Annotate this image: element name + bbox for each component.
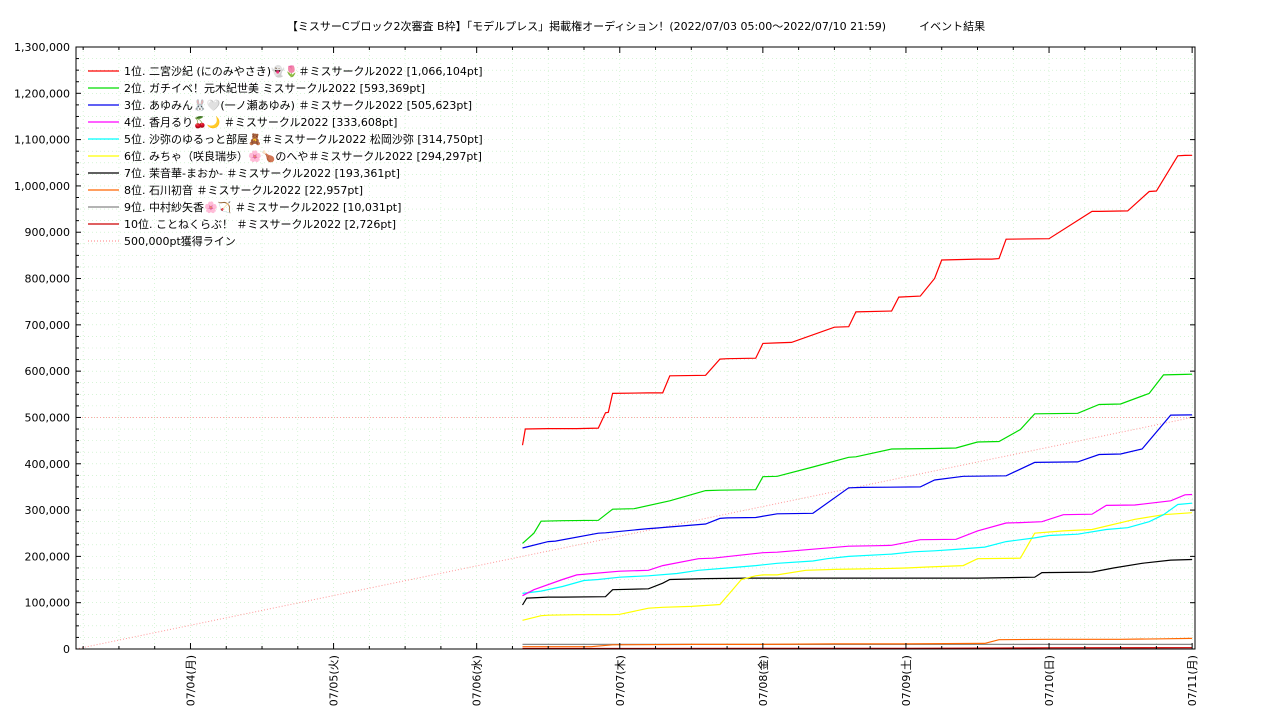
series-line-3	[522, 414, 1193, 549]
y-tick-label: 700,000	[25, 319, 71, 332]
legend-entry: 7位. 茉音華-まおか- ＃ミスサークル2022 [193,361pt]	[124, 166, 400, 180]
series-line-10	[522, 647, 1193, 650]
y-tick-label: 300,000	[25, 504, 71, 517]
legend-entry: 3位. あゆみん🐰🤍(一ノ瀬あゆみ) ＃ミスサークル2022 [505,623p…	[124, 98, 472, 112]
series-line-1	[521, 154, 1193, 446]
x-tick-label: 07/10(日)	[1043, 655, 1056, 706]
y-tick-label: 800,000	[25, 273, 71, 286]
legend-entry: 5位. 沙弥のゆるっと部屋🧸＃ミスサークル2022 松岡沙弥 [314,750p…	[124, 132, 483, 146]
y-tick-label: 1,000,000	[14, 180, 70, 193]
y-tick-label: 1,100,000	[14, 134, 70, 147]
series-line-7	[521, 558, 1193, 606]
series-line-4	[522, 493, 1193, 597]
legend-entry: 8位. 石川初音 ＃ミスサークル2022 [22,957pt]	[124, 183, 363, 197]
legend-entry: 4位. 香月るり🍒🌙 ＃ミスサークル2022 [333,608pt]	[124, 115, 397, 129]
legend-entry: 9位. 中村紗矢香🌸🏹 ＃ミスサークル2022 [10,031pt]	[124, 200, 401, 214]
series-layer	[75, 154, 1193, 650]
y-tick-label: 0	[63, 643, 70, 656]
series-line-reference	[75, 416, 1193, 650]
series-line-2	[522, 373, 1193, 544]
y-tick-label: 200,000	[25, 550, 71, 563]
axes: 0 100,000 200,000 300,000 400,000 500,000 600,…	[14, 41, 1199, 706]
legend-entry: 6位. みちゃ（咲良瑞歩）🌸🍗のへや＃ミスサークル2022 [294,297pt…	[124, 149, 482, 163]
x-tick-label: 07/08(金)	[756, 655, 770, 706]
x-tick-label: 07/09(土)	[900, 655, 913, 706]
chart-title: 【ミスサーCブロック2次審査 B枠】「モデルプレス」掲載権オーディション！(20…	[287, 19, 985, 33]
y-tick-label: 900,000	[25, 226, 71, 239]
x-tick-label: 07/06(水)	[471, 655, 484, 706]
series-line-6	[522, 512, 1193, 621]
y-tick-label: 600,000	[25, 365, 71, 378]
x-tick-label: 07/05(火)	[328, 655, 341, 706]
series-line-8	[522, 637, 1193, 648]
legend: 1位. 二宮沙紀 (にのみやさき)👻🌷＃ミスサークル2022 [1,066,10…	[88, 64, 483, 248]
series-line-5	[522, 502, 1193, 594]
legend-entry: 500,000pt獲得ライン	[124, 235, 236, 248]
x-tick-label: 07/04(月)	[184, 655, 197, 706]
y-tick-label: 500,000	[25, 411, 71, 424]
y-tick-label: 1,200,000	[14, 87, 70, 100]
legend-entry: 10位. ことねくらぶ！ ＃ミスサークル2022 [2,726pt]	[124, 217, 396, 231]
x-tick-label: 07/07(木)	[614, 655, 627, 706]
y-tick-label: 100,000	[25, 597, 71, 610]
legend-entry: 1位. 二宮沙紀 (にのみやさき)👻🌷＃ミスサークル2022 [1,066,10…	[124, 64, 483, 78]
y-tick-label: 1,300,000	[14, 41, 70, 54]
legend-entry: 2位. ガチイベ！元木紀世美 ミスサークル2022 [593,369pt]	[124, 81, 425, 95]
x-tick-label: 07/11(月)	[1186, 655, 1199, 706]
y-tick-label: 400,000	[25, 458, 71, 471]
